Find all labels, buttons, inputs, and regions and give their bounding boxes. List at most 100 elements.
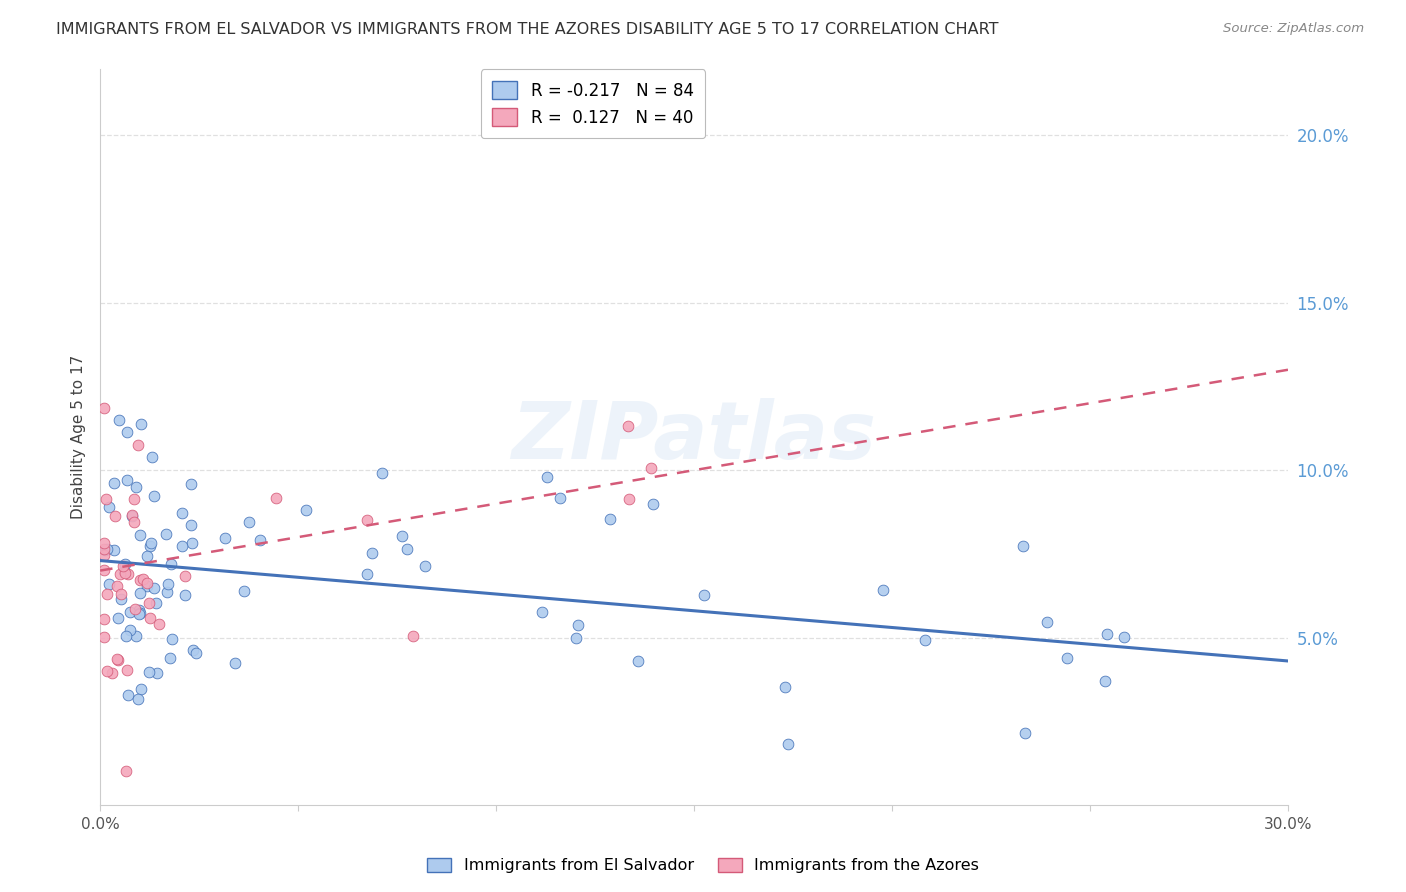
- Immigrants from the Azores: [93, 630, 115, 644]
- Y-axis label: Disability Age 5 to 17: Disability Age 5 to 17: [72, 355, 86, 519]
- Immigrants from El Salvador: [96, 542, 118, 557]
- Immigrants from El Salvador: [143, 489, 166, 503]
- Immigrants from the Azores: [122, 515, 145, 529]
- Immigrants from El Salvador: [129, 417, 152, 432]
- Immigrants from the Azores: [356, 513, 378, 527]
- Immigrants from El Salvador: [118, 623, 141, 637]
- Immigrants from El Salvador: [97, 576, 120, 591]
- Immigrants from El Salvador: [127, 692, 149, 706]
- Legend: Immigrants from El Salvador, Immigrants from the Azores: Immigrants from El Salvador, Immigrants …: [420, 851, 986, 880]
- Immigrants from the Azores: [93, 542, 115, 557]
- Immigrants from El Salvador: [112, 564, 135, 578]
- Immigrants from the Azores: [93, 401, 115, 415]
- Immigrants from El Salvador: [143, 581, 166, 595]
- Immigrants from El Salvador: [124, 629, 146, 643]
- Immigrants from El Salvador: [115, 629, 138, 643]
- Immigrants from the Azores: [105, 579, 128, 593]
- Immigrants from the Azores: [101, 665, 124, 680]
- Immigrants from El Salvador: [160, 558, 183, 572]
- Immigrants from El Salvador: [146, 665, 169, 680]
- Immigrants from El Salvador: [120, 605, 142, 619]
- Immigrants from El Salvador: [174, 588, 197, 602]
- Immigrants from El Salvador: [128, 606, 150, 620]
- Immigrants from El Salvador: [107, 611, 129, 625]
- Immigrants from the Azores: [127, 438, 149, 452]
- Immigrants from El Salvador: [773, 680, 796, 694]
- Immigrants from El Salvador: [692, 588, 714, 602]
- Immigrants from El Salvador: [117, 688, 139, 702]
- Immigrants from El Salvador: [536, 470, 558, 484]
- Immigrants from the Azores: [124, 601, 146, 615]
- Immigrants from El Salvador: [107, 413, 129, 427]
- Text: IMMIGRANTS FROM EL SALVADOR VS IMMIGRANTS FROM THE AZORES DISABILITY AGE 5 TO 17: IMMIGRANTS FROM EL SALVADOR VS IMMIGRANT…: [56, 22, 998, 37]
- Immigrants from El Salvador: [129, 681, 152, 696]
- Immigrants from El Salvador: [370, 466, 392, 480]
- Immigrants from El Salvador: [599, 512, 621, 526]
- Immigrants from El Salvador: [141, 450, 163, 465]
- Immigrants from El Salvador: [567, 617, 589, 632]
- Immigrants from the Azores: [264, 491, 287, 506]
- Immigrants from El Salvador: [530, 605, 553, 619]
- Immigrants from the Azores: [105, 652, 128, 666]
- Immigrants from the Azores: [129, 573, 152, 587]
- Immigrants from El Salvador: [1014, 726, 1036, 740]
- Immigrants from the Azores: [110, 587, 132, 601]
- Immigrants from the Azores: [135, 576, 157, 591]
- Immigrants from the Azores: [148, 617, 170, 632]
- Immigrants from El Salvador: [128, 607, 150, 622]
- Immigrants from the Azores: [93, 549, 115, 563]
- Immigrants from the Azores: [96, 587, 118, 601]
- Immigrants from El Salvador: [181, 536, 204, 550]
- Immigrants from El Salvador: [93, 543, 115, 558]
- Immigrants from the Azores: [617, 492, 640, 507]
- Immigrants from El Salvador: [360, 546, 382, 560]
- Immigrants from El Salvador: [778, 738, 800, 752]
- Immigrants from the Azores: [96, 492, 118, 507]
- Immigrants from the Azores: [115, 663, 138, 677]
- Immigrants from El Salvador: [1094, 673, 1116, 688]
- Immigrants from the Azores: [110, 566, 132, 581]
- Immigrants from El Salvador: [391, 529, 413, 543]
- Immigrants from El Salvador: [117, 425, 139, 439]
- Immigrants from El Salvador: [114, 558, 136, 572]
- Immigrants from the Azores: [121, 508, 143, 522]
- Immigrants from El Salvador: [1056, 651, 1078, 665]
- Immigrants from the Azores: [114, 764, 136, 779]
- Immigrants from El Salvador: [125, 480, 148, 494]
- Immigrants from El Salvador: [356, 567, 378, 582]
- Immigrants from El Salvador: [115, 473, 138, 487]
- Immigrants from El Salvador: [138, 665, 160, 680]
- Immigrants from El Salvador: [550, 491, 572, 505]
- Immigrants from El Salvador: [224, 657, 246, 671]
- Immigrants from the Azores: [640, 461, 662, 475]
- Immigrants from the Azores: [93, 563, 115, 577]
- Immigrants from El Salvador: [128, 585, 150, 599]
- Immigrants from El Salvador: [139, 539, 162, 553]
- Immigrants from El Salvador: [156, 577, 179, 591]
- Immigrants from the Azores: [93, 535, 115, 549]
- Immigrants from the Azores: [96, 664, 118, 678]
- Immigrants from El Salvador: [135, 578, 157, 592]
- Immigrants from El Salvador: [643, 497, 665, 511]
- Immigrants from El Salvador: [413, 558, 436, 573]
- Immigrants from the Azores: [114, 566, 136, 581]
- Immigrants from El Salvador: [914, 632, 936, 647]
- Immigrants from the Azores: [124, 491, 146, 506]
- Immigrants from El Salvador: [160, 632, 183, 647]
- Legend: R = -0.217   N = 84, R =  0.127   N = 40: R = -0.217 N = 84, R = 0.127 N = 40: [481, 70, 706, 138]
- Immigrants from El Salvador: [139, 536, 162, 550]
- Immigrants from El Salvador: [180, 477, 202, 491]
- Immigrants from El Salvador: [1112, 631, 1135, 645]
- Immigrants from El Salvador: [395, 542, 418, 557]
- Immigrants from the Azores: [112, 559, 135, 574]
- Immigrants from the Azores: [104, 509, 127, 524]
- Text: ZIPatlas: ZIPatlas: [512, 398, 876, 475]
- Immigrants from El Salvador: [181, 642, 204, 657]
- Immigrants from El Salvador: [294, 503, 316, 517]
- Immigrants from the Azores: [107, 653, 129, 667]
- Immigrants from El Salvador: [155, 527, 177, 541]
- Immigrants from El Salvador: [1095, 627, 1118, 641]
- Immigrants from the Azores: [401, 629, 423, 643]
- Immigrants from El Salvador: [129, 528, 152, 542]
- Immigrants from El Salvador: [145, 596, 167, 610]
